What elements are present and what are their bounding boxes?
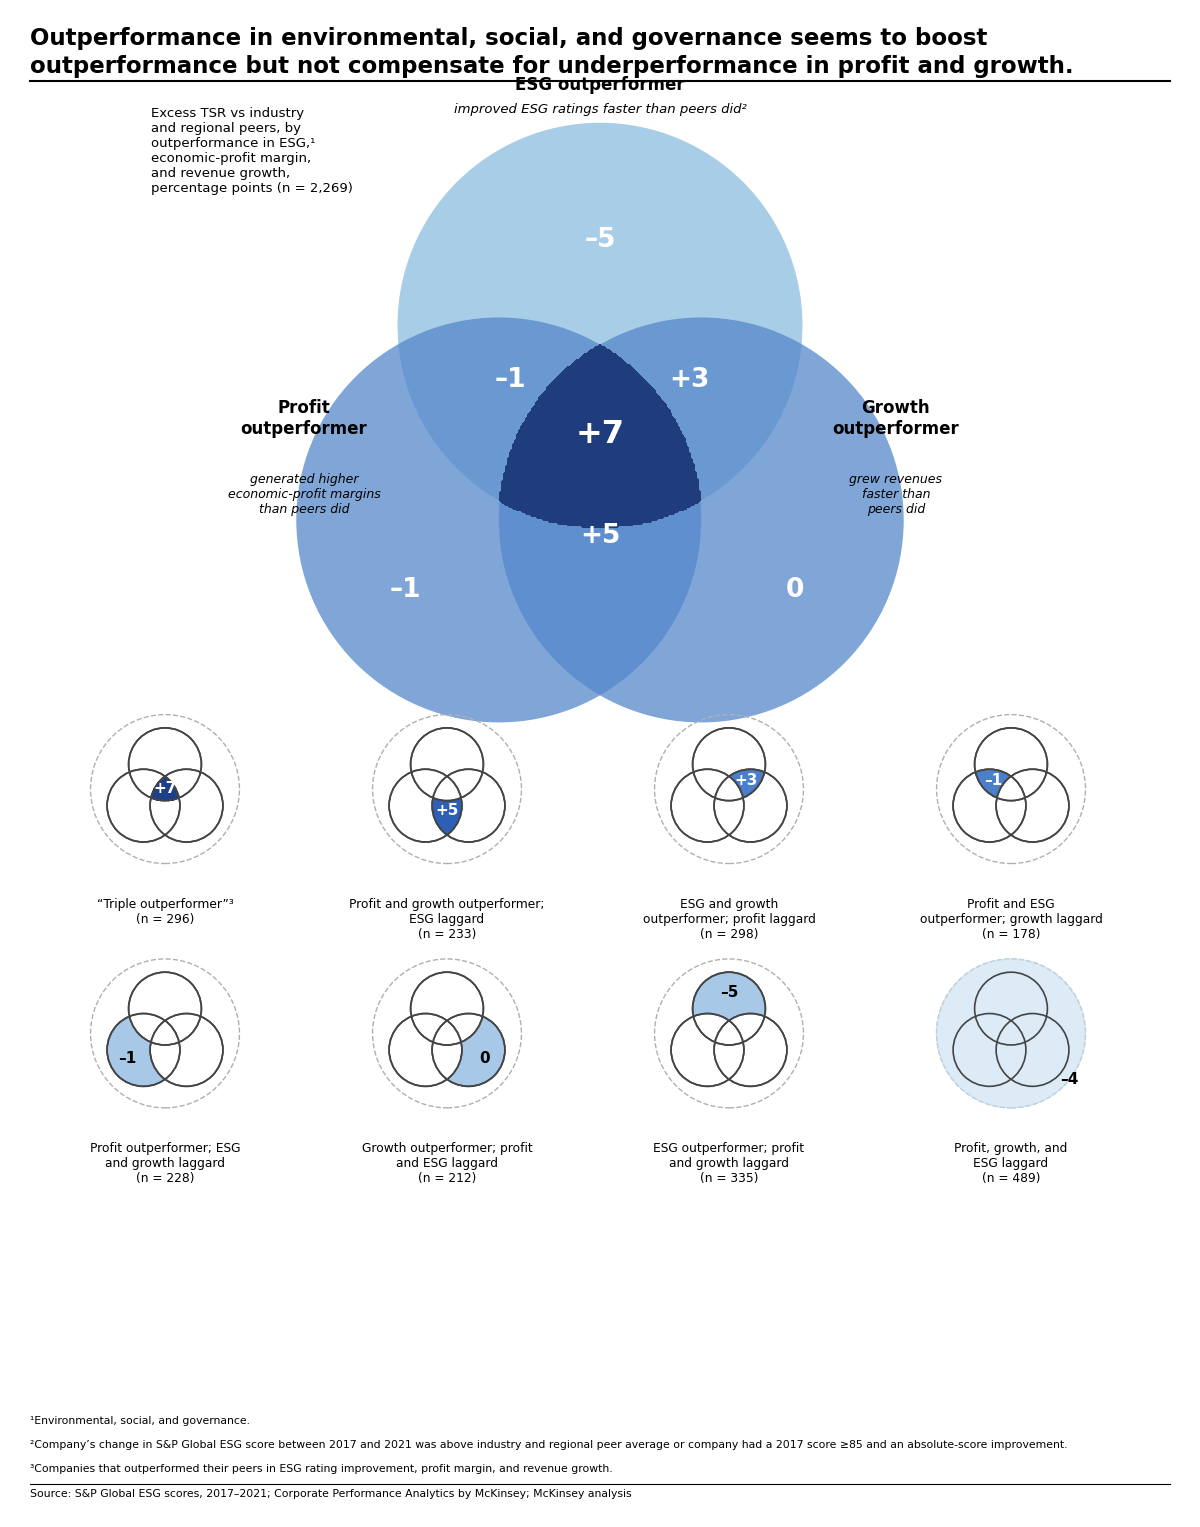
Text: ESG outperformer: ESG outperformer	[515, 76, 685, 95]
Text: Profit and growth outperformer;
ESG laggard
(n = 233): Profit and growth outperformer; ESG lagg…	[349, 898, 545, 941]
Text: improved ESG ratings faster than peers did²: improved ESG ratings faster than peers d…	[454, 104, 746, 116]
Text: Growth outperformer; profit
and ESG laggard
(n = 212): Growth outperformer; profit and ESG lagg…	[361, 1142, 533, 1185]
Text: +7: +7	[154, 780, 176, 796]
Text: –1: –1	[984, 773, 1003, 788]
Text: generated higher
economic-profit margins
than peers did: generated higher economic-profit margins…	[228, 473, 380, 516]
Text: Profit, growth, and
ESG laggard
(n = 489): Profit, growth, and ESG laggard (n = 489…	[954, 1142, 1068, 1185]
Text: Profit outperformer; ESG
and growth laggard
(n = 228): Profit outperformer; ESG and growth lagg…	[90, 1142, 240, 1185]
Text: Excess TSR vs industry
and regional peers, by
outperformance in ESG,¹
economic-p: Excess TSR vs industry and regional peer…	[151, 107, 353, 195]
Text: ¹Environmental, social, and governance.: ¹Environmental, social, and governance.	[30, 1416, 250, 1426]
Circle shape	[397, 122, 803, 528]
Text: ESG outperformer; profit
and growth laggard
(n = 335): ESG outperformer; profit and growth lagg…	[654, 1142, 804, 1185]
Text: –5: –5	[584, 226, 616, 252]
Text: –5: –5	[720, 985, 738, 1000]
Text: Source: S&P Global ESG scores, 2017–2021; Corporate Performance Analytics by McK: Source: S&P Global ESG scores, 2017–2021…	[30, 1489, 631, 1500]
Text: –4: –4	[1060, 1072, 1078, 1087]
Text: Growth
outperformer: Growth outperformer	[833, 399, 959, 438]
Text: outperformance but not compensate for underperformance in profit and growth.: outperformance but not compensate for un…	[30, 55, 1074, 78]
Circle shape	[499, 318, 904, 722]
Text: +7: +7	[576, 418, 624, 450]
Text: 0: 0	[480, 1051, 491, 1066]
Text: Profit
outperformer: Profit outperformer	[241, 399, 367, 438]
Text: –1: –1	[390, 577, 421, 603]
Circle shape	[936, 959, 1086, 1109]
Text: “Triple outperformer”³
(n = 296): “Triple outperformer”³ (n = 296)	[97, 898, 233, 925]
Text: 0: 0	[786, 577, 804, 603]
Text: ESG and growth
outperformer; profit laggard
(n = 298): ESG and growth outperformer; profit lagg…	[642, 898, 816, 941]
Text: –1: –1	[494, 366, 527, 392]
Text: +3: +3	[670, 366, 709, 392]
Text: –1: –1	[118, 1051, 136, 1066]
Text: +5: +5	[436, 803, 458, 818]
Text: +3: +3	[734, 773, 758, 788]
Text: ²Company’s change in S&P Global ESG score between 2017 and 2021 was above indust: ²Company’s change in S&P Global ESG scor…	[30, 1440, 1068, 1451]
Text: ³Companies that outperformed their peers in ESG rating improvement, profit margi: ³Companies that outperformed their peers…	[30, 1464, 613, 1475]
Text: grew revenues
faster than
peers did: grew revenues faster than peers did	[850, 473, 942, 516]
Text: Outperformance in environmental, social, and governance seems to boost: Outperformance in environmental, social,…	[30, 27, 988, 50]
Circle shape	[296, 318, 701, 722]
Text: +5: +5	[580, 522, 620, 548]
Text: Profit and ESG
outperformer; growth laggard
(n = 178): Profit and ESG outperformer; growth lagg…	[919, 898, 1103, 941]
